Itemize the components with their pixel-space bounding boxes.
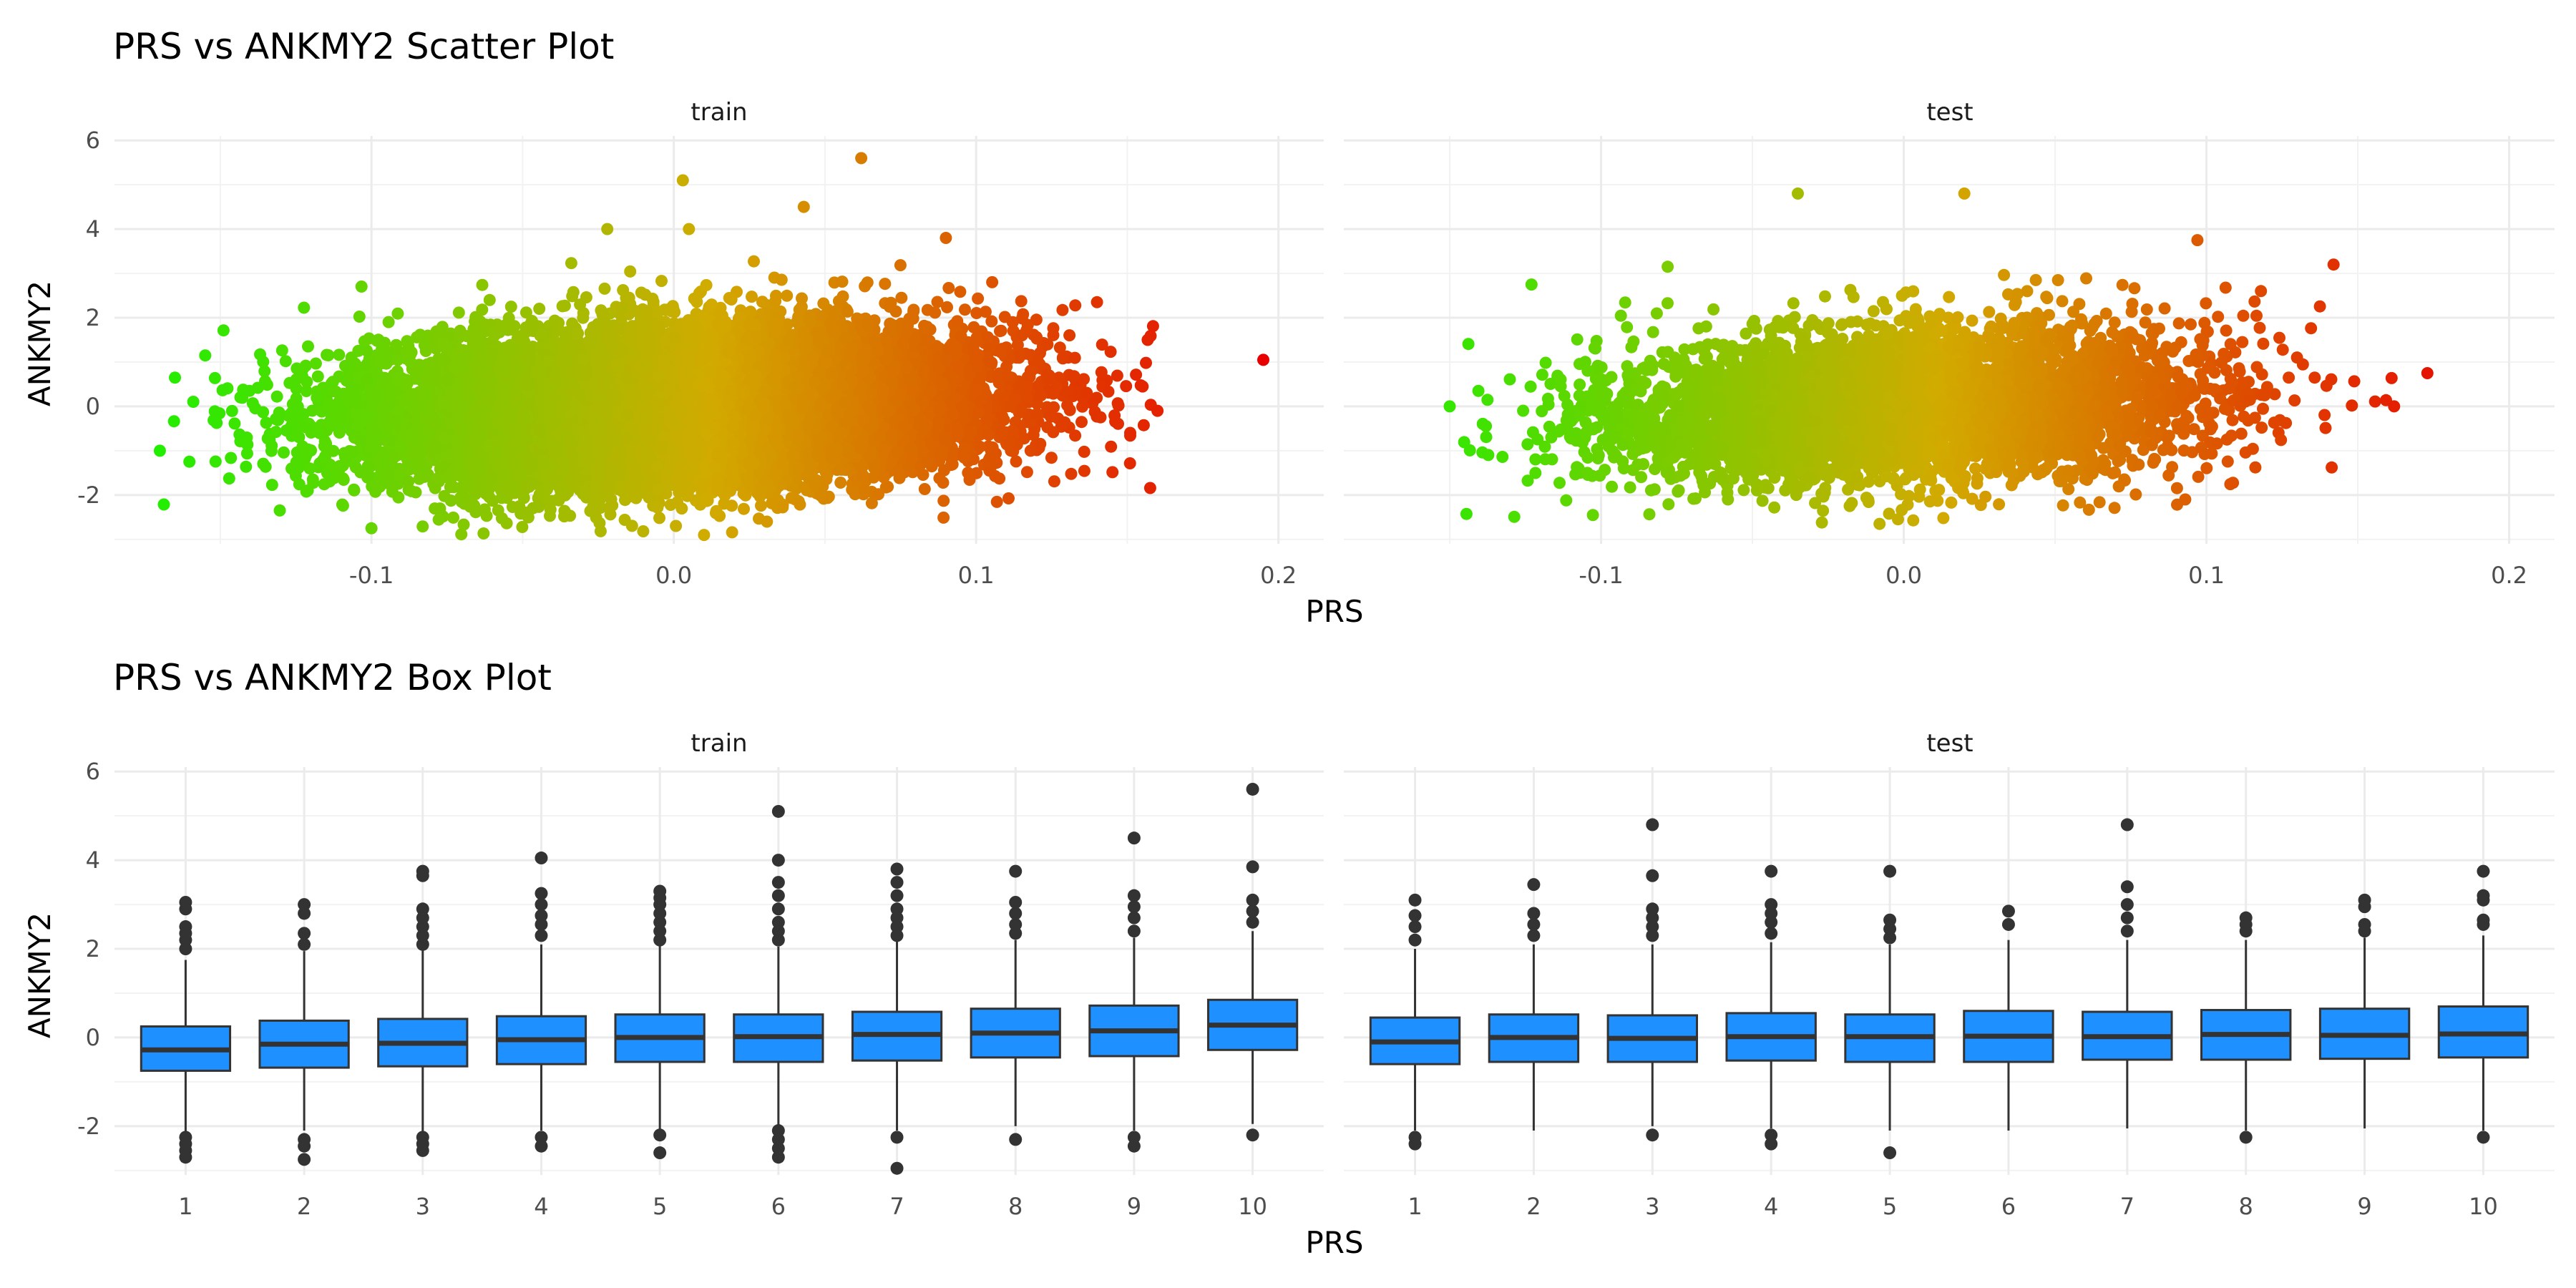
scatter-point [429, 502, 441, 515]
scatter-point [258, 365, 271, 378]
scatter-point [183, 455, 196, 468]
scatter-point [278, 446, 290, 459]
scatter-point [1075, 416, 1088, 429]
scatter-point [637, 525, 650, 537]
scatter-point [1130, 369, 1143, 381]
scatter-point [967, 321, 980, 333]
scatter-point [416, 520, 429, 533]
scatter-y-axis-label: ANKMY2 [22, 280, 57, 406]
scatter-title: PRS vs ANKMY2 Scatter Plot [113, 26, 614, 67]
scatter-plot: PRS vs ANKMY2 Scatter Plot ANKMY2 PRS tr… [22, 26, 2555, 629]
scatter-point [959, 303, 971, 316]
scatter-point [228, 417, 241, 430]
scatter-point [817, 297, 830, 310]
scatter-point [300, 385, 313, 397]
scatter-point [279, 355, 292, 368]
scatter-point [895, 291, 908, 304]
scatter-point [302, 340, 314, 353]
scatter-point [577, 311, 590, 324]
scatter-point [333, 348, 346, 361]
scatter-points-train [153, 152, 1269, 542]
scatter-point [382, 316, 395, 328]
scatter-x-axis-label: PRS [1305, 594, 1363, 629]
scatter-point [954, 286, 967, 298]
scatter-point [1143, 482, 1156, 494]
scatter-point [187, 396, 200, 408]
scatter-point [476, 303, 489, 316]
scatter-point [1063, 404, 1076, 416]
scatter-point [209, 455, 222, 468]
scatter-point [1020, 466, 1033, 479]
scatter-point [504, 301, 517, 313]
scatter-point [594, 525, 607, 537]
scatter-strip-label-train: train [691, 98, 747, 127]
scatter-point [270, 390, 283, 403]
scatter-point [746, 291, 758, 303]
scatter-point [1104, 346, 1117, 358]
scatter-point [167, 415, 180, 428]
scatter-point [653, 512, 665, 525]
scatter-point [567, 286, 580, 298]
scatter-point [273, 504, 286, 517]
scatter-point [225, 452, 238, 464]
scatter-point [217, 324, 230, 337]
scatter-point [726, 526, 738, 539]
scatter-point [836, 290, 849, 303]
